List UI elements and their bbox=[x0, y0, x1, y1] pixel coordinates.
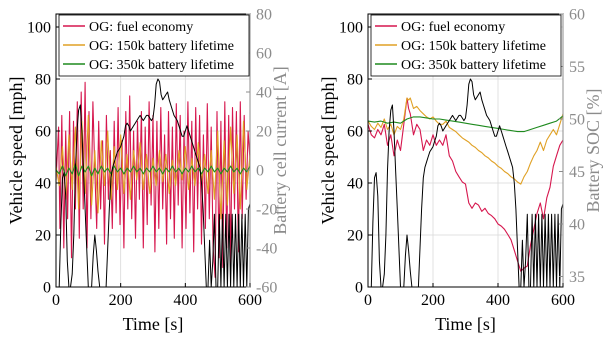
x-tick-label: 200 bbox=[421, 292, 445, 309]
legend-entry: OG: fuel economy bbox=[89, 20, 193, 35]
y2-tick-label: 0 bbox=[256, 163, 264, 180]
y2-tick-label: 45 bbox=[569, 164, 585, 181]
legend-entry: OG: fuel economy bbox=[401, 20, 505, 35]
y2-tick-label: 40 bbox=[256, 85, 272, 102]
x-tick-label: 400 bbox=[486, 292, 510, 309]
x-tick-label: 200 bbox=[109, 292, 133, 309]
y-tick-label: 20 bbox=[347, 228, 363, 245]
y-tick-label: 40 bbox=[347, 176, 363, 193]
y2-tick-label: -20 bbox=[256, 202, 277, 219]
y-axis-label: Vehicle speed [mph] bbox=[6, 77, 26, 225]
series-line-og-fuel-economy bbox=[55, 81, 251, 278]
y2-axis-label: Battery cell current [A] bbox=[270, 66, 290, 234]
y-tick-label: 80 bbox=[35, 72, 51, 89]
series-line-og-150k-battery-lifetime bbox=[367, 97, 564, 185]
x-tick-label: 600 bbox=[238, 292, 262, 309]
y2-tick-label: 60 bbox=[569, 7, 585, 24]
legend-entry: OG: 150k battery lifetime bbox=[89, 39, 234, 54]
y2-tick-label: 20 bbox=[256, 124, 272, 141]
legend-box bbox=[58, 14, 250, 77]
y-tick-label: 80 bbox=[347, 72, 363, 89]
y-tick-label: 100 bbox=[27, 20, 51, 37]
series-line-og-fuel-economy bbox=[367, 97, 564, 272]
legend-box bbox=[370, 14, 562, 77]
x-tick-label: 600 bbox=[551, 292, 575, 309]
y-tick-label: 20 bbox=[35, 228, 51, 245]
x-axis-label: Time [s] bbox=[435, 314, 496, 334]
y2-tick-label: 50 bbox=[569, 112, 585, 129]
x-tick-label: 0 bbox=[364, 292, 372, 309]
y2-tick-label: 35 bbox=[569, 269, 585, 286]
y2-tick-label: 60 bbox=[256, 46, 272, 63]
y-tick-label: 60 bbox=[35, 124, 51, 141]
x-tick-label: 0 bbox=[52, 292, 60, 309]
y-tick-label: 100 bbox=[339, 20, 363, 37]
y-tick-label: 0 bbox=[355, 280, 363, 297]
chart-panel-1: 0 200 400 600 0 20 40 60 80 100 -60 -40 -20 0 20 40 60 80… bbox=[6, 7, 290, 335]
y2-axis-label: Battery SOC [%] bbox=[583, 89, 603, 213]
y2-tick-label: -60 bbox=[256, 280, 277, 297]
series-line-og-350k-battery-lifetime bbox=[55, 163, 251, 177]
y2-tick-label: -40 bbox=[256, 241, 277, 258]
y-tick-label: 0 bbox=[43, 280, 51, 297]
y-axis-label: Vehicle speed [mph] bbox=[318, 77, 338, 225]
legend: OG: fuel economy OG: 150k battery lifetim… bbox=[58, 14, 250, 77]
series-line-og-350k-battery-lifetime bbox=[367, 115, 564, 133]
x-axis-label: Time [s] bbox=[123, 314, 184, 334]
legend-entry: OG: 350k battery lifetime bbox=[89, 58, 234, 73]
y2-tick-label: 55 bbox=[569, 59, 585, 76]
y2-tick-label: 40 bbox=[569, 217, 585, 234]
legend: OG: fuel economy OG: 150k battery lifetim… bbox=[370, 14, 562, 77]
y-tick-label: 60 bbox=[347, 124, 363, 141]
y-tick-label: 40 bbox=[35, 176, 51, 193]
legend-entry: OG: 150k battery lifetime bbox=[401, 39, 546, 54]
y2-tick-label: 80 bbox=[256, 7, 272, 24]
chart-panel-2: 0 200 400 600 0 20 40 60 80 100 35 40 45 50 55 60 Time [… bbox=[318, 7, 603, 335]
x-tick-label: 400 bbox=[173, 292, 197, 309]
series-line-og-150k-battery-lifetime bbox=[55, 114, 251, 220]
legend-entry: OG: 350k battery lifetime bbox=[401, 58, 546, 73]
